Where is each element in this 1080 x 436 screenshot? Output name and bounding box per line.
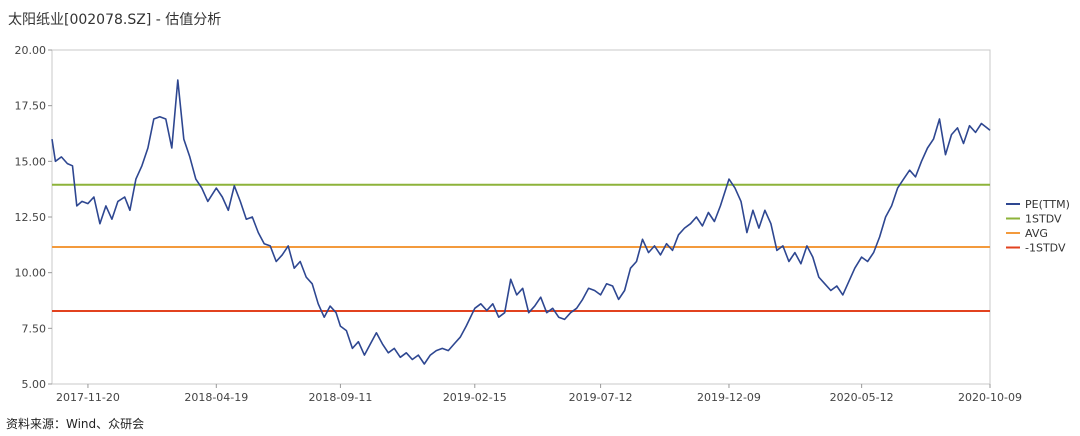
x-tick-label: 2020-10-09 bbox=[958, 391, 1022, 404]
reference-lines bbox=[52, 183, 990, 312]
y-tick-label: 17.50 bbox=[15, 100, 47, 113]
x-axis: 2017-11-20 2018-04-19 2018-09-11 2019-02-15… bbox=[56, 384, 1022, 404]
y-tick-label: 20.00 bbox=[15, 44, 47, 57]
legend-label: PE(TTM) bbox=[1025, 198, 1070, 211]
legend-label: AVG bbox=[1025, 227, 1048, 240]
series-layer bbox=[51, 79, 991, 365]
y-tick-label: 7.50 bbox=[22, 322, 47, 335]
x-tick-label: 2020-05-12 bbox=[830, 391, 894, 404]
source-note: 资料来源：Wind、众研会 bbox=[6, 417, 145, 431]
x-tick-label: 2018-09-11 bbox=[308, 391, 372, 404]
legend-label: 1STDV bbox=[1025, 213, 1062, 226]
y-tick-label: 5.00 bbox=[22, 378, 47, 391]
chart-title: 太阳纸业[002078.SZ] - 估值分析 bbox=[8, 12, 222, 28]
y-axis: 5.00 7.50 10.00 12.50 15.00 17.50 20.00 bbox=[15, 44, 52, 391]
y-tick-label: 10.00 bbox=[15, 267, 47, 280]
plot-frame bbox=[51, 49, 991, 385]
plot-border bbox=[51, 49, 991, 385]
legend-label: -1STDV bbox=[1025, 242, 1066, 255]
series-line-pe-ttm bbox=[51, 79, 991, 365]
x-tick-label: 2019-02-15 bbox=[443, 391, 507, 404]
y-tick-label: 12.50 bbox=[15, 211, 47, 224]
y-tick-label: 15.00 bbox=[15, 155, 47, 168]
x-tick-label: 2019-12-09 bbox=[697, 391, 761, 404]
x-tick-label: 2019-07-12 bbox=[569, 391, 633, 404]
x-tick-label: 2017-11-20 bbox=[56, 391, 120, 404]
x-tick-label: 2018-04-19 bbox=[184, 391, 248, 404]
